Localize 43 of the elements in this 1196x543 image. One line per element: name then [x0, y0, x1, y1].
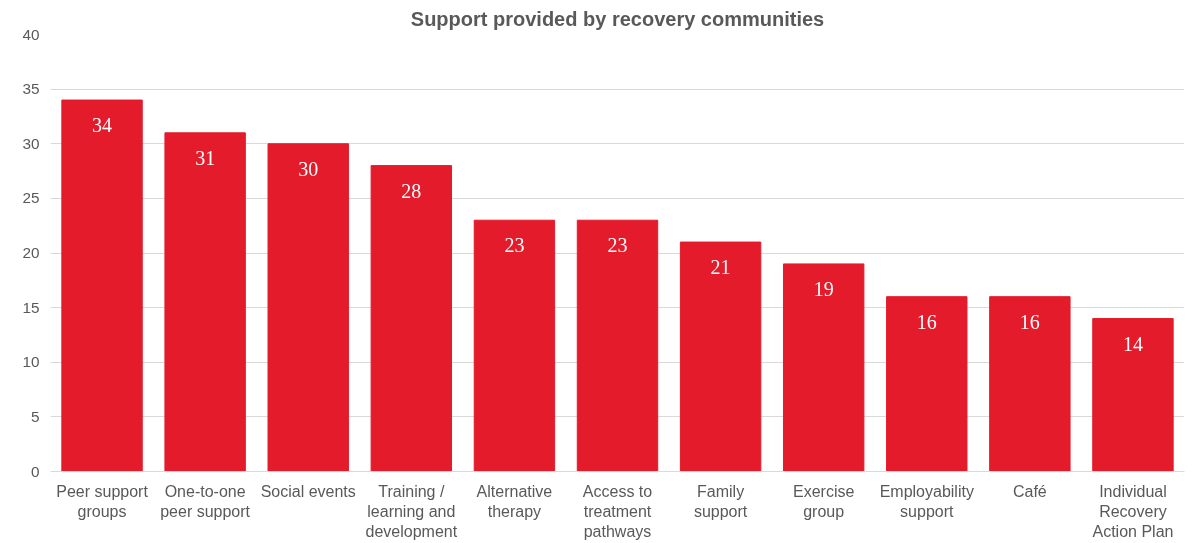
bar: [61, 99, 143, 472]
data-label: 23: [607, 234, 628, 257]
bar: [576, 219, 659, 472]
data-label: 21: [710, 256, 731, 279]
x-tick-label: Social events: [260, 482, 356, 500]
data-label: 31: [195, 146, 216, 169]
data-label: 14: [1122, 332, 1143, 355]
x-tick-label: Training / learning and development: [365, 482, 458, 541]
data-label: 16: [1019, 310, 1040, 333]
bar: [370, 165, 453, 472]
bar: [1092, 318, 1174, 472]
x-tick-label: Exercise group: [793, 482, 855, 520]
data-label: 30: [298, 157, 319, 180]
y-tick-label: 25: [22, 189, 40, 207]
x-tick-label: One-to-one peer support: [160, 482, 251, 520]
y-tick-label: 35: [22, 80, 40, 98]
bar: [164, 132, 246, 472]
x-tick-label: Family support: [693, 482, 748, 520]
chart-title: Support provided by recovery communities: [410, 7, 825, 30]
y-tick-label: 10: [22, 353, 40, 371]
y-tick-label: 30: [22, 134, 40, 152]
y-tick-label: 5: [30, 407, 40, 425]
bar: [782, 263, 865, 472]
bar: [679, 241, 762, 472]
x-tick-label: Employability support: [879, 482, 974, 520]
data-label: 23: [504, 234, 525, 257]
x-tick-label: Alternative therapy: [476, 482, 553, 520]
data-label: 34: [92, 114, 113, 137]
data-label: 28: [401, 179, 422, 202]
y-tick-label: 20: [22, 244, 40, 261]
bar: [267, 143, 349, 472]
x-tick-label: Access to treatment pathways: [582, 482, 653, 541]
bar: [473, 219, 556, 472]
y-tick-label: 0: [30, 462, 40, 480]
y-tick-label: 40: [22, 25, 40, 43]
x-tick-label: Individual Recovery Action Plan: [1092, 482, 1174, 541]
y-tick-label: 15: [22, 298, 40, 316]
data-label: 16: [916, 310, 937, 333]
data-label: 19: [813, 277, 834, 300]
x-tick-label: Peer support groups: [56, 482, 149, 520]
bar: [989, 296, 1071, 472]
bar: [886, 296, 968, 472]
x-tick-label: Café: [1012, 482, 1047, 500]
